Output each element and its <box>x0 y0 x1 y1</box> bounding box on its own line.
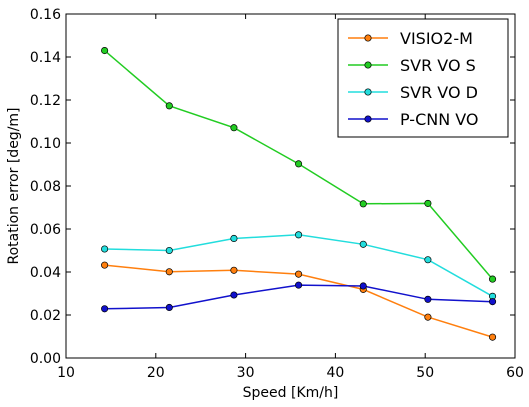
data-point-visio2-m <box>295 270 303 278</box>
data-point-p-cnn-vo <box>101 305 109 313</box>
x-tick-label: 50 <box>416 365 434 381</box>
y-tick-label: 0.14 <box>30 50 61 66</box>
y-tick-label: 0.16 <box>30 7 61 23</box>
data-point-visio2-m <box>488 333 497 341</box>
legend-label-svr-vo-s: SVR VO S <box>400 56 476 75</box>
data-point-svr-vo-d <box>295 231 303 239</box>
data-point-visio2-m <box>101 261 109 269</box>
x-tick-label: 60 <box>506 365 524 381</box>
data-point-svr-vo-s <box>359 200 367 208</box>
y-tick-label: 0.00 <box>30 351 61 367</box>
ticks-layer: 10 20 30 40 50 60 0.00 0.02 0.04 0.06 0.08 0.10 0.12… <box>30 7 524 381</box>
data-point-svr-vo-d <box>424 256 432 264</box>
series-svr-vo-s <box>101 46 497 283</box>
series-p-cnn-vo <box>101 281 497 313</box>
data-point-svr-vo-s <box>230 124 238 132</box>
y-tick-label: 0.12 <box>30 93 61 109</box>
data-point-svr-vo-s <box>165 102 173 110</box>
data-point-svr-vo-s <box>101 46 109 55</box>
legend-label-svr-vo-d: SVR VO D <box>400 83 478 102</box>
data-point-p-cnn-vo <box>230 291 238 299</box>
series-visio2-m <box>101 261 497 341</box>
data-point-visio2-m <box>424 313 432 321</box>
data-point-svr-vo-d <box>165 246 173 255</box>
data-point-svr-vo-d <box>101 245 109 253</box>
x-tick-label: 10 <box>57 365 75 381</box>
x-tick-label: 30 <box>237 365 255 381</box>
series-svr-vo-d <box>101 231 497 300</box>
data-point-p-cnn-vo <box>424 295 432 303</box>
data-point-visio2-m <box>230 266 238 274</box>
y-tick-label: 0.02 <box>30 308 61 324</box>
legend-marker-svr-vo-d <box>364 88 372 96</box>
legend: VISIO2-M SVR VO S SVR VO D P-CNN VO <box>337 18 509 138</box>
legend-marker-svr-vo-s <box>364 61 372 69</box>
y-axis-label: Rotation error [deg/m] <box>6 107 22 264</box>
x-tick-label: 20 <box>147 365 165 381</box>
data-point-svr-vo-d <box>359 240 367 248</box>
legend-marker-visio2-m <box>364 34 372 42</box>
y-tick-label: 0.04 <box>30 265 61 281</box>
legend-marker-p-cnn-vo <box>364 115 372 123</box>
data-point-p-cnn-vo <box>359 282 367 290</box>
data-point-svr-vo-s <box>295 160 303 168</box>
y-tick-label: 0.06 <box>30 222 61 238</box>
data-point-p-cnn-vo <box>295 281 303 289</box>
data-point-svr-vo-s <box>424 199 432 207</box>
data-point-p-cnn-vo <box>488 298 497 306</box>
data-point-svr-vo-s <box>488 275 497 283</box>
legend-label-visio2-m: VISIO2-M <box>400 29 473 48</box>
data-point-visio2-m <box>165 268 173 276</box>
legend-label-p-cnn-vo: P-CNN VO <box>400 110 479 129</box>
y-tick-label: 0.10 <box>30 136 61 152</box>
plot-frame <box>65 13 516 359</box>
data-point-svr-vo-d <box>230 234 238 243</box>
x-tick-label: 40 <box>326 365 344 381</box>
data-point-p-cnn-vo <box>165 303 173 312</box>
y-tick-label: 0.08 <box>30 179 61 195</box>
series-layer <box>101 46 497 341</box>
x-axis-label: Speed [Km/h] <box>243 385 339 401</box>
